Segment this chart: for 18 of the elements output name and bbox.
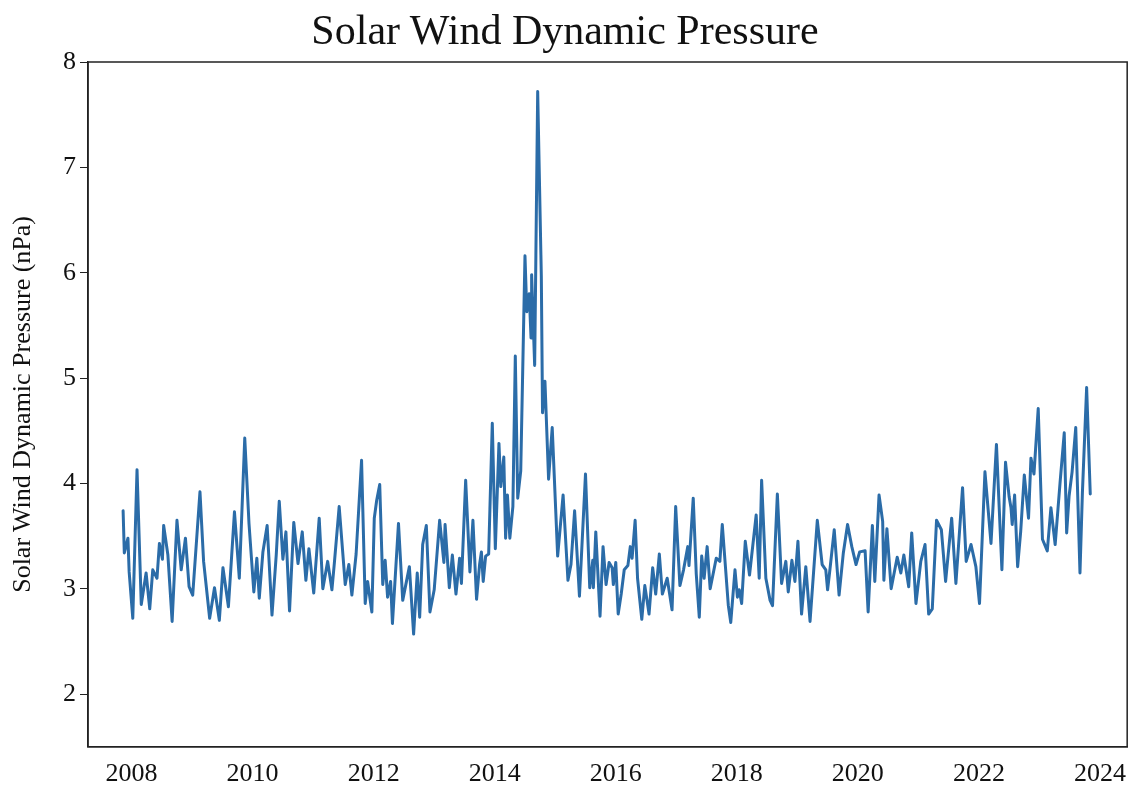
chart-title: Solar Wind Dynamic Pressure xyxy=(311,7,819,53)
y-tick-label: 8 xyxy=(63,45,76,75)
y-tick-label: 3 xyxy=(63,572,76,602)
x-tick-label: 2024 xyxy=(1073,758,1126,788)
x-tick-label: 2010 xyxy=(226,758,279,788)
y-tick-label: 7 xyxy=(63,151,76,181)
x-tick-label: 2014 xyxy=(468,758,521,788)
y-tick-label: 5 xyxy=(63,361,76,391)
x-tick-label: 2008 xyxy=(105,758,158,788)
x-tick-label: 2016 xyxy=(589,758,642,788)
x-tick-label: 2020 xyxy=(831,758,884,788)
y-axis-title: Solar Wind Dynamic Pressure (nPa) xyxy=(7,215,37,593)
y-tick-label: 6 xyxy=(63,256,76,286)
x-tick-label: 2018 xyxy=(710,758,763,788)
x-tick-label: 2012 xyxy=(347,758,400,788)
y-tick-label: 2 xyxy=(63,677,76,707)
y-tick-label: 4 xyxy=(63,467,76,497)
x-tick-label: 2022 xyxy=(952,758,1005,788)
